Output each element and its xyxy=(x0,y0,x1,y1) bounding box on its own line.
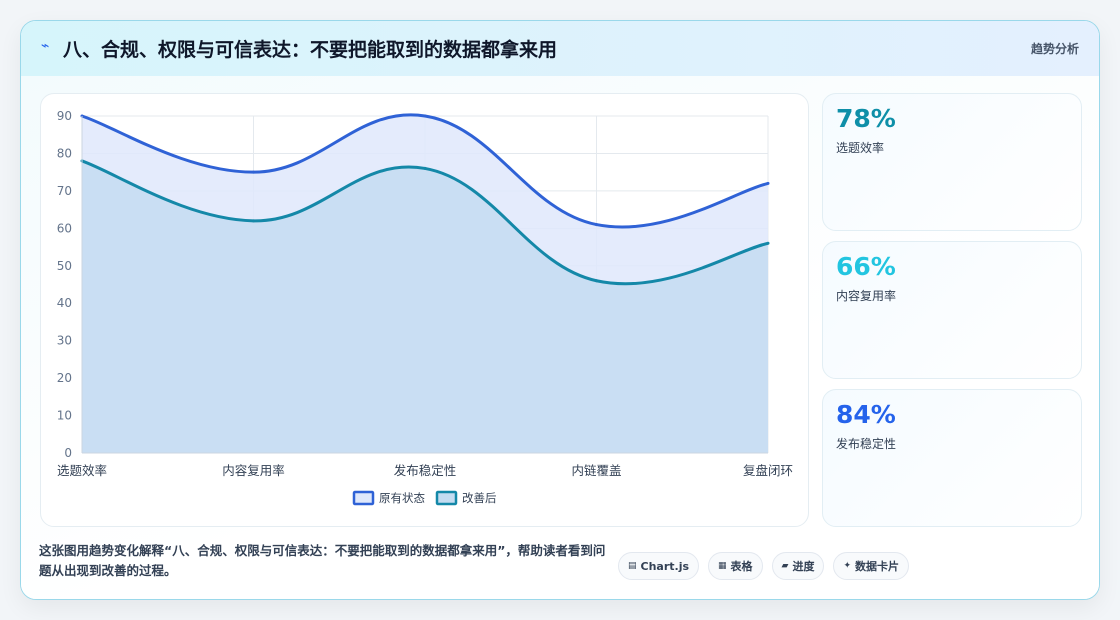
progress-icon: ▰ xyxy=(781,561,789,571)
category-tag: 趋势分析 xyxy=(1030,42,1079,56)
tag-label: 数据卡片 xyxy=(855,560,900,573)
data-point xyxy=(766,181,770,185)
tool-tags: ▤ Chart.js ▦ 表格 ▰ 进度 ✦ 数据卡片 xyxy=(618,552,910,580)
legend-label-2: 改善后 xyxy=(462,491,497,505)
data-point xyxy=(595,223,598,227)
stat-value: 78% xyxy=(836,104,896,133)
card-header: ⌁ 八、合规、权限与可信表达：不要把能取到的数据都拿来用 趋势分析 xyxy=(21,21,1099,76)
report-card: ⌁ 八、合规、权限与可信表达：不要把能取到的数据都拿来用 趋势分析 0 10 20 3… xyxy=(20,20,1100,600)
legend-label-1: 原有状态 xyxy=(379,491,425,505)
legend-swatch-2 xyxy=(435,490,458,506)
stat-card-1: 78% 选题效率 xyxy=(822,93,1082,231)
x-tick-label: 内链覆盖 xyxy=(571,463,621,478)
y-tick-label: 40 xyxy=(57,296,72,310)
tag-label: Chart.js xyxy=(640,559,690,573)
y-tick-label: 90 xyxy=(57,109,72,123)
data-point xyxy=(595,279,598,283)
stat-value: 84% xyxy=(836,400,896,429)
x-tick-label: 复盘闭环 xyxy=(743,463,793,478)
data-point xyxy=(766,241,770,245)
stat-label: 发布稳定性 xyxy=(836,437,897,451)
stat-card-3: 84% 发布稳定性 xyxy=(822,389,1082,527)
data-point xyxy=(252,170,255,174)
x-tick-label: 选题效率 xyxy=(57,463,107,478)
y-tick-label: 60 xyxy=(57,221,72,235)
stat-label: 内容复用率 xyxy=(836,289,897,303)
y-tick-label: 50 xyxy=(57,259,72,273)
stat-label: 选题效率 xyxy=(836,141,885,155)
data-point xyxy=(423,114,427,118)
y-tick-label: 0 xyxy=(64,446,72,460)
data-point xyxy=(252,219,255,223)
tag-data-card[interactable]: ✦ 数据卡片 xyxy=(833,552,910,580)
chart-caption: 这张图用趋势变化解释“八、合规、权限与可信表达：不要把能取到的数据都拿来用”，帮… xyxy=(39,543,606,578)
y-tick-label: 70 xyxy=(57,184,72,198)
lightning-icon: ⌁ xyxy=(41,38,50,54)
table-icon: ▦ xyxy=(718,561,727,571)
chart-icon: ▤ xyxy=(628,561,637,571)
tag-chartjs[interactable]: ▤ Chart.js xyxy=(618,552,700,580)
sparkle-icon: ✦ xyxy=(843,561,852,571)
legend-swatch-1 xyxy=(352,490,375,506)
y-tick-label: 10 xyxy=(57,409,72,423)
stat-value: 66% xyxy=(836,252,896,281)
y-tick-label: 30 xyxy=(57,334,72,348)
tag-label: 进度 xyxy=(792,560,815,573)
y-tick-label: 80 xyxy=(57,146,72,160)
tag-progress[interactable]: ▰ 进度 xyxy=(771,552,825,580)
tag-label: 表格 xyxy=(730,560,753,573)
x-tick-label: 发布稳定性 xyxy=(394,463,457,478)
area-chart: 0 10 20 30 40 50 60 70 80 90 选题效率 内容复用率 发布稳定性 内链覆盖 复盘闭… xyxy=(57,109,793,506)
series-area-2 xyxy=(82,160,768,453)
stat-card-2: 66% 内容复用率 xyxy=(822,241,1082,379)
x-tick-label: 内容复用率 xyxy=(222,463,285,478)
page-title: 八、合规、权限与可信表达：不要把能取到的数据都拿来用 xyxy=(63,39,558,61)
y-tick-label: 20 xyxy=(57,371,72,385)
chart-panel: 0 10 20 30 40 50 60 70 80 90 选题效率 内容复用率 发布稳定性 内链覆盖 复盘闭… xyxy=(40,93,809,527)
tag-table[interactable]: ▦ 表格 xyxy=(708,552,763,580)
data-point xyxy=(423,166,427,170)
